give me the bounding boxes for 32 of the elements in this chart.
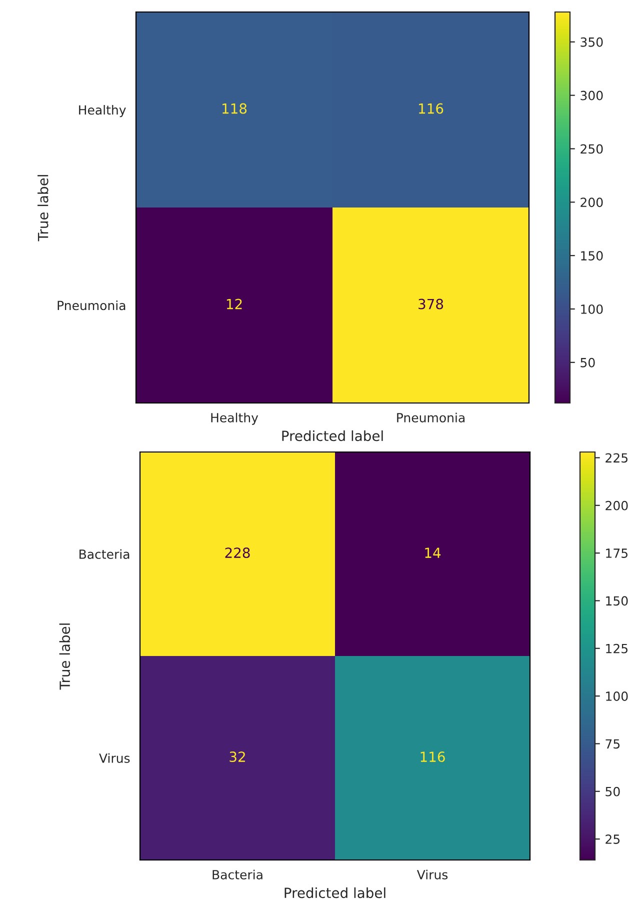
x-axis-title: Predicted label <box>282 430 383 442</box>
y-tick-label: Pneumonia <box>58 300 126 310</box>
color-bar-label: 350 <box>580 37 603 47</box>
y-tick-label: Bacteria <box>80 549 130 559</box>
data-label: 378 <box>418 298 444 310</box>
y-axis-title: True label <box>38 175 48 242</box>
color-bar-label: 200 <box>580 198 603 208</box>
color-bar-label: 225 <box>606 453 628 463</box>
data-label: 116 <box>420 752 445 762</box>
color-bar-label: 150 <box>581 251 603 260</box>
y-tick-label: Virus <box>99 753 130 763</box>
data-label: 14 <box>425 548 441 558</box>
color-bar-label: 150 <box>606 596 628 606</box>
data-label: 228 <box>225 548 250 558</box>
data-label: 118 <box>222 103 247 114</box>
color-bar-label: 25 <box>606 834 620 844</box>
color-bar-label: 100 <box>581 304 603 314</box>
x-axis-title: Predicted label <box>284 887 386 898</box>
color-bar-label: 75 <box>606 739 620 749</box>
data-label: 32 <box>230 752 245 762</box>
color-bar-label: 100 <box>606 692 628 701</box>
data-label: 12 <box>226 298 242 310</box>
color-bar-label: 250 <box>580 144 603 154</box>
color-bar-label: 300 <box>580 90 603 100</box>
color-bar-label: 175 <box>606 548 628 558</box>
color-bar-label: 125 <box>606 644 628 654</box>
color-bar-label: 50 <box>580 358 595 368</box>
y-axis-title: True label <box>59 624 70 690</box>
color-bar-label: 50 <box>606 786 620 796</box>
color-bar-label: 200 <box>606 500 628 510</box>
y-tick-label: Healthy <box>79 105 126 118</box>
data-label: 116 <box>419 103 444 114</box>
